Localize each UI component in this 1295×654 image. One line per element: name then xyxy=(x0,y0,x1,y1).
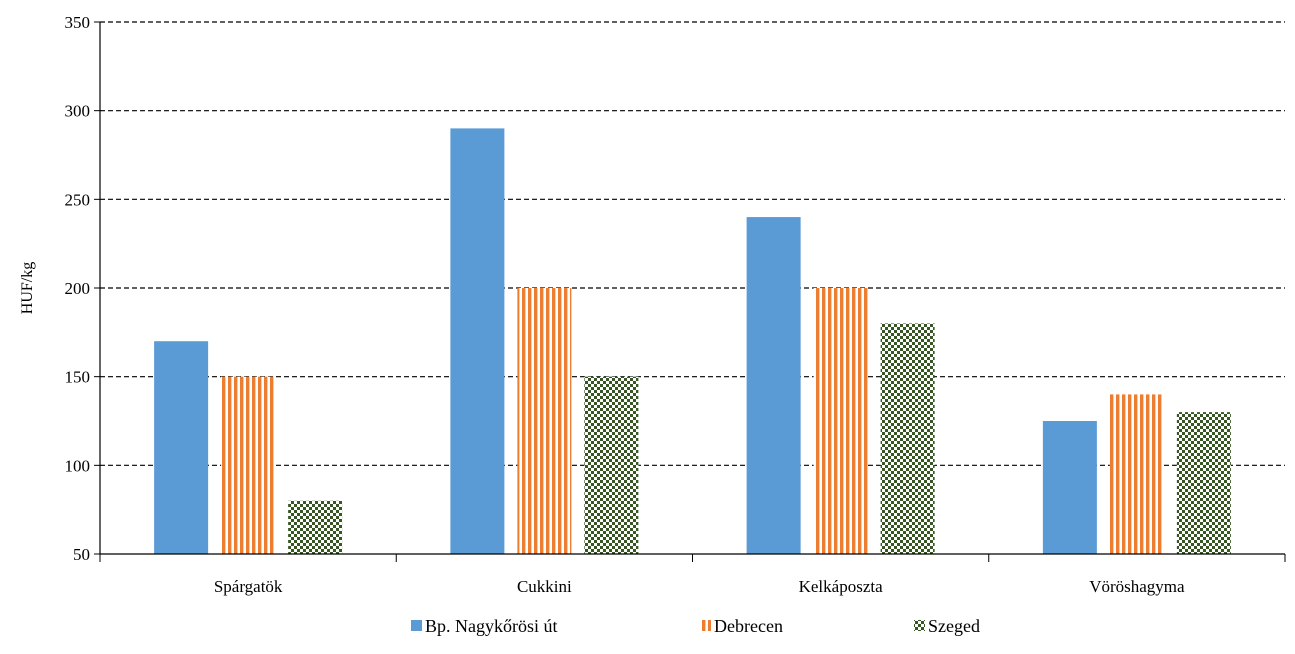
legend-swatch xyxy=(914,620,925,631)
y-tick-label: 350 xyxy=(65,13,91,32)
gridlines xyxy=(94,21,1285,555)
bar-debrecen-0 xyxy=(221,376,276,554)
y-tick-label: 100 xyxy=(65,456,91,475)
category-label: Vöröshagyma xyxy=(1089,577,1185,596)
legend-label: Bp. Nagykőrösi út xyxy=(425,616,558,636)
legend-label: Szeged xyxy=(928,616,980,636)
y-tick-label: 200 xyxy=(65,279,91,298)
bar-bp-nagyk-r-si-t-0 xyxy=(154,341,209,554)
legend-label: Debrecen xyxy=(714,616,783,636)
bars xyxy=(154,128,1231,555)
bar-szeged-1 xyxy=(584,376,639,554)
y-tick-label: 300 xyxy=(65,102,91,121)
y-tick-labels: 50 100 150 200 250 300 350 xyxy=(65,13,91,564)
bar-debrecen-1 xyxy=(517,288,572,554)
axes xyxy=(99,22,1286,562)
category-labels: Spárgatök Cukkini Kelkáposzta Vöröshagyma xyxy=(214,577,1185,596)
category-label: Spárgatök xyxy=(214,577,283,596)
bar-bp-nagyk-r-si-t-1 xyxy=(450,128,505,554)
y-tick-label: 250 xyxy=(65,190,91,209)
bar-szeged-3 xyxy=(1176,412,1231,554)
bar-szeged-2 xyxy=(880,323,935,554)
category-label: Cukkini xyxy=(517,577,572,596)
y-tick-label: 150 xyxy=(65,368,91,387)
bar-debrecen-3 xyxy=(1109,394,1164,554)
category-label: Kelkáposzta xyxy=(799,577,883,596)
legend-swatch xyxy=(411,620,422,631)
legend: Bp. Nagykőrösi út Debrecen Szeged xyxy=(411,616,980,636)
bar-debrecen-2 xyxy=(813,288,868,554)
y-tick-label: 50 xyxy=(73,545,90,564)
bar-bp-nagyk-r-si-t-2 xyxy=(746,217,801,555)
bar-bp-nagyk-r-si-t-3 xyxy=(1042,421,1097,554)
y-axis-title: HUF/kg xyxy=(19,262,36,314)
legend-swatch xyxy=(700,620,711,631)
bar-szeged-0 xyxy=(288,500,343,554)
